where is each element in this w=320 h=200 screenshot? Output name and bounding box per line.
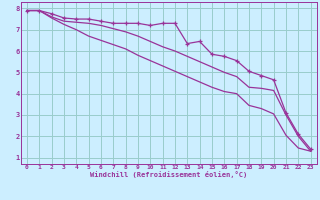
X-axis label: Windchill (Refroidissement éolien,°C): Windchill (Refroidissement éolien,°C) (90, 171, 247, 178)
